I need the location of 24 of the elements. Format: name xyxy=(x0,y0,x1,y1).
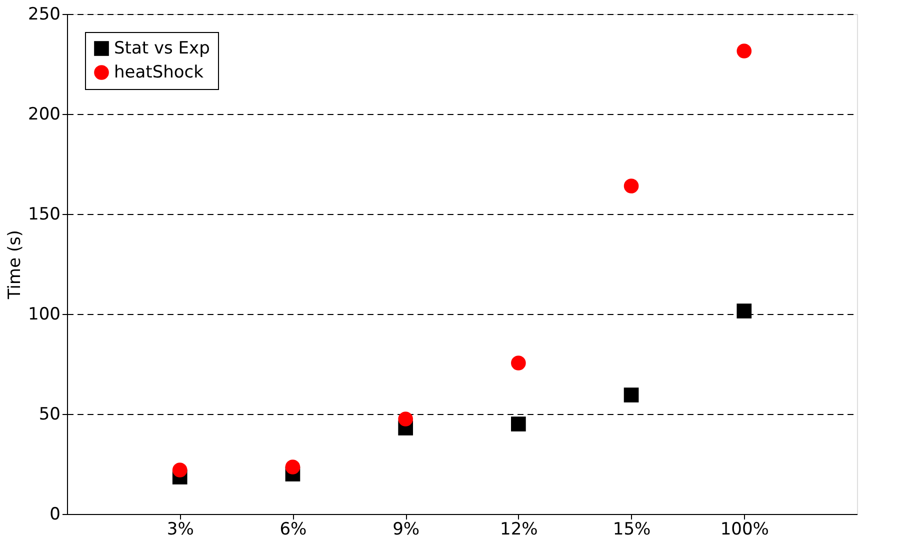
x-tick-label: 100% xyxy=(720,520,769,540)
point xyxy=(736,44,752,58)
x-tick-label: 3% xyxy=(166,520,194,540)
point xyxy=(511,416,526,432)
y-tick-label: 100 xyxy=(28,304,60,324)
legend-label: heatShock xyxy=(114,62,204,82)
point xyxy=(398,412,413,426)
point xyxy=(624,388,639,402)
y-tick-label: 150 xyxy=(28,204,60,224)
point xyxy=(511,356,526,370)
point xyxy=(285,460,300,474)
x-tick-label: 9% xyxy=(392,520,420,540)
point xyxy=(172,462,188,478)
y-tick-label: 250 xyxy=(28,4,60,24)
point xyxy=(736,304,752,318)
x-tick-label: 6% xyxy=(280,520,307,540)
y-tick-label: 200 xyxy=(28,104,60,124)
y-tick-label: 0 xyxy=(50,504,60,524)
x-tick-label: 12% xyxy=(500,520,538,540)
x-tick-label: 15% xyxy=(612,520,651,540)
y-axis-title: Time (s) xyxy=(5,230,26,300)
point xyxy=(624,178,639,194)
y-tick-label: 50 xyxy=(38,404,60,424)
legend-label: Stat vs Exp xyxy=(114,38,210,58)
